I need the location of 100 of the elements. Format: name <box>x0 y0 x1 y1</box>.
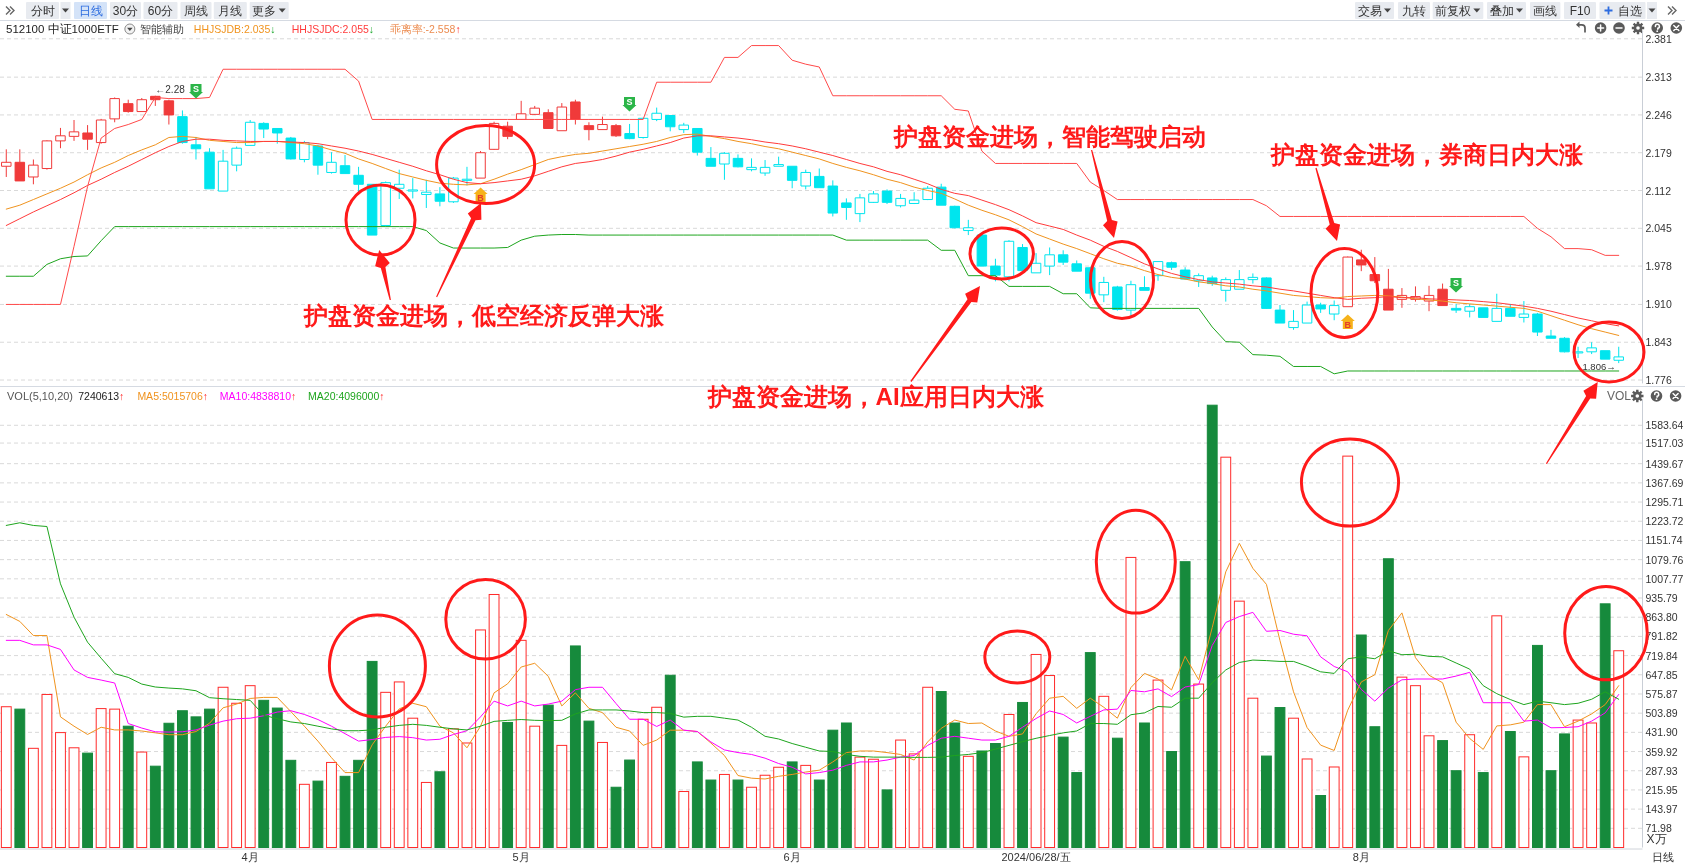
candlestick <box>678 122 690 134</box>
candlestick <box>1464 303 1475 318</box>
bar <box>719 773 730 848</box>
candlestick <box>705 146 717 167</box>
bar <box>895 739 906 848</box>
bar <box>827 729 839 848</box>
bar <box>1193 683 1205 848</box>
bar <box>448 728 459 848</box>
candlestick <box>1288 309 1299 331</box>
bar <box>1545 770 1557 848</box>
y-tick-label: 215.95 <box>1645 783 1678 796</box>
candlestick <box>1450 303 1462 314</box>
y-tick-label: 1583.64 <box>1645 419 1684 432</box>
bar <box>217 686 229 848</box>
annotation: VOL <box>1607 389 1632 403</box>
bar <box>624 759 635 848</box>
candlestick <box>1261 276 1272 310</box>
y-tick-label: 2.179 <box>1645 146 1672 159</box>
candlestick <box>963 219 974 236</box>
bar <box>1342 455 1354 848</box>
candlestick <box>841 197 852 221</box>
bar <box>1396 676 1408 848</box>
toolbar-button: F10 <box>1564 2 1596 19</box>
bar <box>163 722 175 848</box>
candlestick <box>624 123 635 140</box>
candlestick <box>814 168 825 189</box>
bar <box>95 708 107 848</box>
down-arrow-icon: S <box>1449 277 1463 293</box>
bar <box>1355 634 1367 848</box>
candlestick <box>976 233 988 267</box>
candlestick <box>529 105 540 116</box>
bar <box>935 691 947 848</box>
annotation: B <box>477 193 485 203</box>
candlestick <box>1599 350 1611 360</box>
annotation: S <box>192 83 200 94</box>
x-tick-label: 8月 <box>1352 851 1370 863</box>
toolbar-button: 60分 <box>143 2 178 19</box>
annotation: 护盘资金进场，券商日内大涨 <box>1270 140 1584 168</box>
bar <box>285 759 297 848</box>
candlestick <box>14 148 26 182</box>
annotation: 护盘资金进场，AI应用日内大涨 <box>706 382 1045 410</box>
candlestick <box>272 127 283 145</box>
candlestick <box>41 139 53 171</box>
bar <box>569 645 581 848</box>
bar <box>1613 650 1625 848</box>
y-tick-label: 287.93 <box>1645 764 1678 777</box>
bar <box>691 761 703 848</box>
candlestick <box>1532 312 1543 337</box>
candlestick <box>434 186 446 207</box>
bar <box>1017 701 1028 848</box>
candlestick <box>1545 329 1557 339</box>
candlestick <box>82 124 93 151</box>
y-tick-label: 1367.69 <box>1645 476 1684 489</box>
candlestick <box>868 190 879 204</box>
candlestick <box>949 205 961 229</box>
bar <box>1179 561 1191 848</box>
bar <box>705 779 717 848</box>
bar <box>1030 653 1042 848</box>
bar <box>434 771 446 848</box>
bar <box>1125 556 1137 848</box>
annotation: ←2.28 <box>155 84 186 96</box>
y-tick-label: 2.381 <box>1645 32 1672 45</box>
y-axis-title: X万 <box>1646 832 1667 846</box>
candlestick <box>177 109 188 145</box>
bar <box>515 639 527 848</box>
bar <box>556 744 568 848</box>
bar <box>258 699 270 848</box>
candlestick <box>800 169 811 190</box>
candlestick <box>68 119 80 142</box>
candlestick <box>1057 249 1069 266</box>
candlestick <box>407 177 419 199</box>
candlestick <box>1342 256 1353 308</box>
bar <box>1071 772 1083 848</box>
candlestick <box>163 99 175 126</box>
candlestick <box>719 151 730 181</box>
bar <box>1599 603 1611 848</box>
bar <box>1369 726 1381 848</box>
y-tick-label: 1.776 <box>1645 374 1672 387</box>
bar <box>1450 770 1462 848</box>
bar <box>14 708 26 848</box>
annotation: B <box>1344 320 1352 330</box>
candlestick <box>908 191 920 205</box>
candlestick <box>1613 346 1624 364</box>
chart-title: VOL(5,10,20) <box>7 389 74 402</box>
bar <box>1423 735 1435 848</box>
bar <box>881 789 893 848</box>
candlestick <box>881 188 893 205</box>
candlestick <box>95 118 107 145</box>
y-tick-label: 1151.74 <box>1645 534 1683 547</box>
bar <box>962 755 974 848</box>
text: HHJSJDB:2.035↓ <box>193 23 276 35</box>
candlestick <box>109 96 120 123</box>
chart-title: 512100 中证1000ETF <box>6 23 119 35</box>
y-tick-label: 935.79 <box>1645 592 1678 605</box>
bar <box>1274 707 1286 848</box>
bar <box>1504 731 1516 848</box>
annotation: 1.806→ <box>1582 360 1616 372</box>
line-series <box>5 45 1620 305</box>
y-tick-label: 2.246 <box>1645 108 1672 121</box>
bar <box>976 750 988 848</box>
